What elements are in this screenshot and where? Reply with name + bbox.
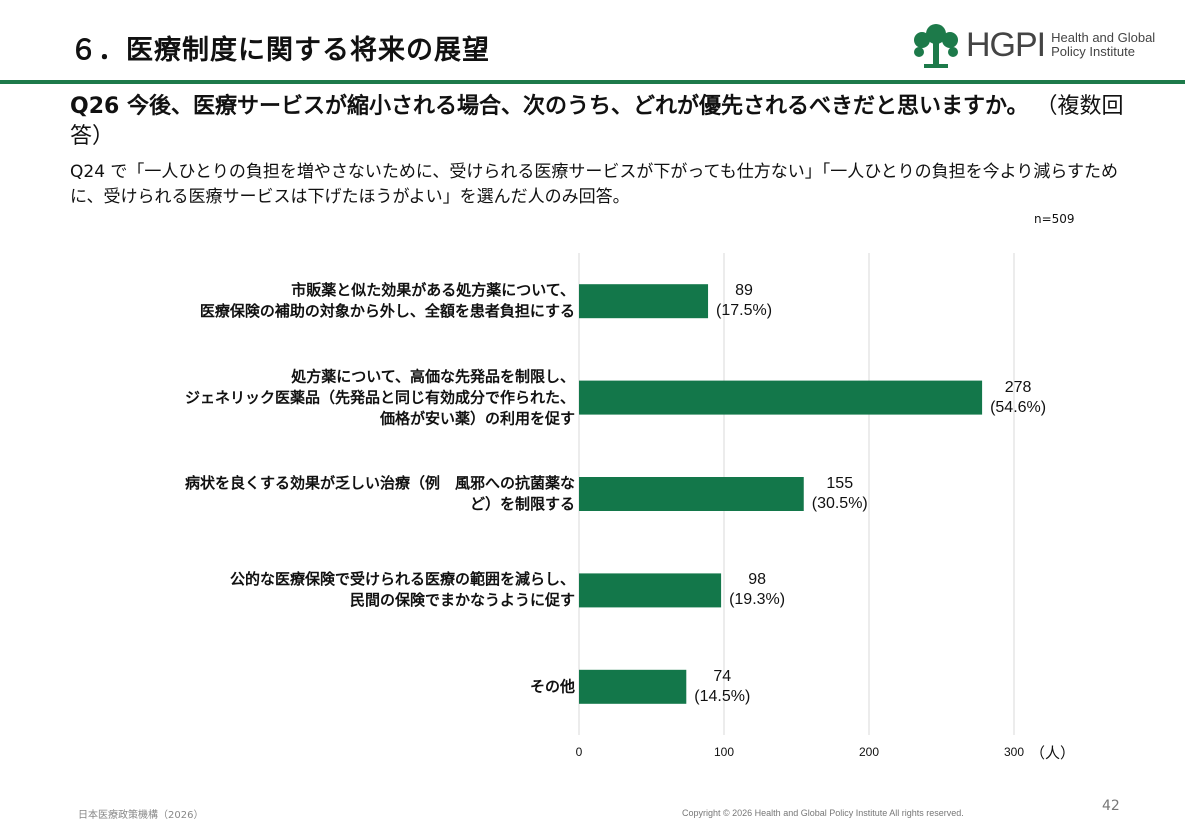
category-label: その他 [529, 677, 575, 696]
data-label: 98 (19.3%) [729, 570, 785, 610]
value-label: 155 [826, 475, 854, 492]
percent-label: (19.3%) [729, 591, 786, 609]
data-label: 74 (14.5%) [694, 667, 750, 707]
footer-org: 日本医療政策機構（2026） [78, 810, 204, 821]
question-text: Q26 今後、医療サービスが縮小される場合、次のうち、どれが優先されるべきだと思… [70, 94, 1029, 119]
x-tick-label: 300 [1003, 745, 1025, 759]
percent-label: (54.6%) [990, 398, 1047, 416]
question-note: Q24 で「一人ひとりの負担を増やさないために、受けられる医療サービスが下がって… [70, 162, 1119, 207]
bar [579, 669, 687, 704]
tree-logo-icon [914, 24, 958, 68]
category-label: 公的な医療保険で受けられる医療の範囲を減らし、 民間の保険でまかなうように促す [229, 570, 575, 610]
value-label: 89 [735, 282, 753, 300]
value-label: 98 [748, 571, 766, 589]
x-tick-label: 0 [575, 745, 583, 759]
category-label: 処方薬について、高価な先発品を制限し、 ジェネリック医薬品（先発品と同じ有効成分… [184, 367, 575, 428]
logo-text: HGPI [966, 25, 1046, 64]
value-label: 74 [713, 667, 732, 685]
percent-label: (17.5%) [716, 302, 773, 320]
value-label: 278 [1004, 378, 1032, 396]
page-number: 42 [1102, 798, 1120, 814]
bar [579, 284, 709, 319]
hgpi-logo: HGPI Health and Global Policy Institute [912, 20, 1155, 70]
x-tick-label: 200 [858, 745, 880, 759]
data-label: 89 (17.5%) [716, 281, 772, 321]
question-multi: （複数回答） [70, 94, 1124, 149]
logo-sub-line: Policy Institute [1051, 44, 1135, 59]
percent-label: (14.5%) [694, 687, 751, 705]
bar [579, 573, 722, 608]
x-tick-label: 100 [713, 745, 735, 759]
logo-subtitle: Health and Global Policy Institute [1051, 31, 1155, 59]
category-label: 市販薬と似た効果がある処方薬について、 医療保険の補助の対象から外し、全額を患者… [199, 281, 575, 321]
page-title: ６．医療制度に関する将来の展望 [70, 35, 490, 66]
category-label: 病状を良くする効果が乏しい治療（例 風邪への抗菌薬な ど）を制限する [184, 474, 575, 513]
header-divider [0, 80, 1185, 84]
sample-size: n=509 [1034, 212, 1075, 226]
percent-label: (30.5%) [811, 495, 868, 512]
x-axis-unit: （人） [1030, 744, 1076, 762]
logo-sub-line: Health and Global [1051, 30, 1156, 45]
data-label: 155 (30.5%) [812, 474, 868, 514]
bar [579, 380, 983, 415]
data-label: 278 (54.6%) [990, 378, 1046, 418]
question-title: Q26 今後、医療サービスが縮小される場合、次のうち、どれが優先されるべきだと思… [70, 92, 1140, 152]
bar [579, 477, 804, 511]
footer-copyright: Copyright © 2026 Health and Global Polic… [682, 808, 964, 818]
